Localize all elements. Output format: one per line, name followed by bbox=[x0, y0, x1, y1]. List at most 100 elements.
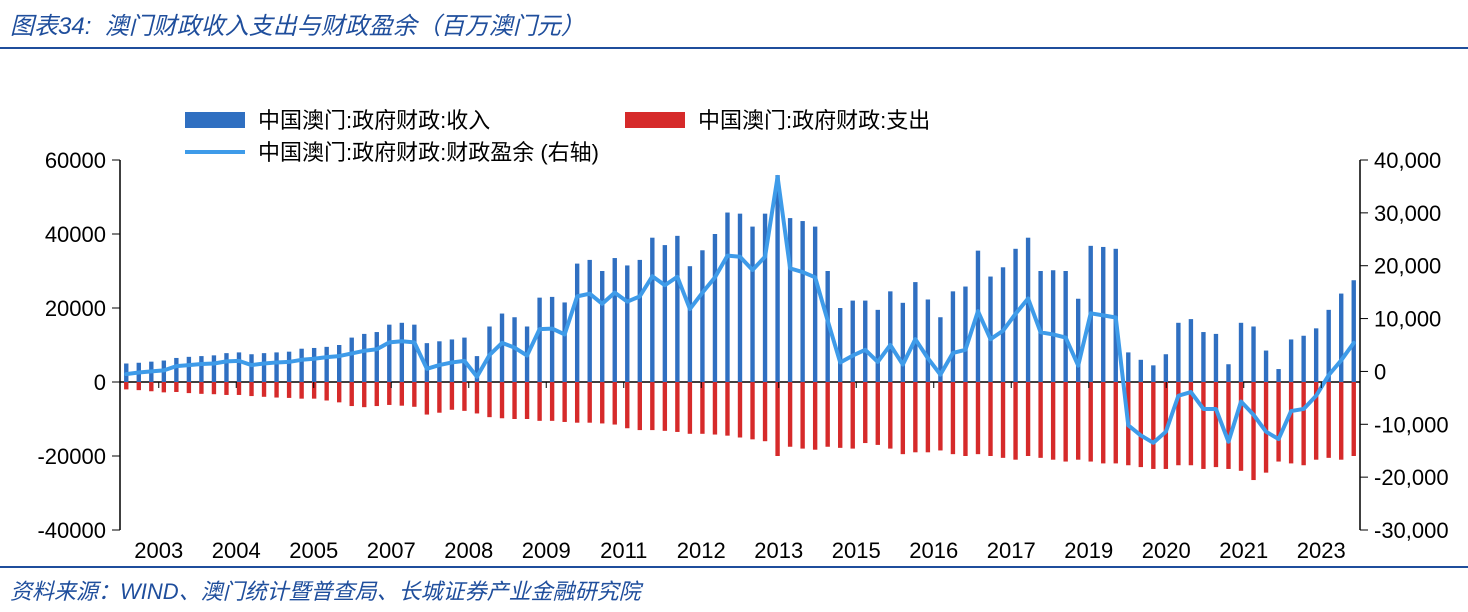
xtick-label: 2023 bbox=[1297, 538, 1346, 563]
bar-expenditure bbox=[838, 382, 842, 448]
bar-revenue bbox=[588, 260, 592, 382]
bar-expenditure bbox=[1201, 382, 1205, 469]
bar-expenditure bbox=[512, 382, 516, 419]
bar-expenditure bbox=[963, 382, 967, 456]
bar-revenue bbox=[324, 347, 328, 382]
bar-expenditure bbox=[437, 382, 441, 413]
bar-expenditure bbox=[851, 382, 855, 449]
bar-revenue bbox=[1063, 271, 1067, 382]
xtick-label: 2012 bbox=[677, 538, 726, 563]
bar-expenditure bbox=[813, 382, 817, 450]
bar-revenue bbox=[901, 303, 905, 382]
bar-expenditure bbox=[638, 382, 642, 430]
bar-expenditure bbox=[1289, 382, 1293, 463]
bar-expenditure bbox=[650, 382, 654, 430]
bar-revenue bbox=[800, 221, 804, 382]
bar-revenue bbox=[1126, 352, 1130, 382]
bar-revenue bbox=[926, 299, 930, 382]
bar-revenue bbox=[1239, 323, 1243, 382]
legend-swatch-expenditure bbox=[625, 112, 685, 128]
bar-expenditure bbox=[1051, 382, 1055, 460]
bar-revenue bbox=[688, 266, 692, 382]
chart-area: 中国澳门:政府财政:收入中国澳门:政府财政:支出中国澳门:政府财政:财政盈余 (… bbox=[0, 50, 1468, 566]
bar-revenue bbox=[224, 353, 228, 382]
bar-revenue bbox=[550, 297, 554, 382]
bar-expenditure bbox=[1101, 382, 1105, 463]
bar-expenditure bbox=[174, 382, 178, 392]
bar-revenue bbox=[725, 213, 729, 382]
ytick-right-label: 0 bbox=[1374, 359, 1386, 384]
bar-expenditure bbox=[362, 382, 366, 407]
bar-expenditure bbox=[1026, 382, 1030, 456]
bar-expenditure bbox=[262, 382, 266, 397]
bar-revenue bbox=[1301, 336, 1305, 382]
bar-expenditure bbox=[1114, 382, 1118, 463]
xtick-label: 2016 bbox=[909, 538, 958, 563]
xtick-label: 2008 bbox=[444, 538, 493, 563]
ytick-right-label: 40,000 bbox=[1374, 148, 1441, 173]
bar-revenue bbox=[638, 260, 642, 382]
bar-revenue bbox=[1314, 328, 1318, 382]
ytick-left-label: 20000 bbox=[45, 296, 106, 321]
xtick-label: 2020 bbox=[1142, 538, 1191, 563]
bar-revenue bbox=[838, 308, 842, 382]
xtick-label: 2004 bbox=[212, 538, 261, 563]
bar-expenditure bbox=[976, 382, 980, 454]
ytick-left-label: -20000 bbox=[37, 444, 106, 469]
bar-expenditure bbox=[1276, 382, 1280, 462]
bar-revenue bbox=[350, 338, 354, 382]
bar-revenue bbox=[537, 298, 541, 382]
bar-expenditure bbox=[675, 382, 679, 432]
bar-expenditure bbox=[613, 382, 617, 425]
bar-expenditure bbox=[1339, 382, 1343, 460]
bar-expenditure bbox=[888, 382, 892, 449]
bar-expenditure bbox=[1038, 382, 1042, 458]
bar-revenue bbox=[1276, 369, 1280, 382]
legend-label-expenditure: 中国澳门:政府财政:支出 bbox=[698, 108, 930, 133]
ytick-right-label: 20,000 bbox=[1374, 254, 1441, 279]
bar-revenue bbox=[876, 310, 880, 382]
bar-expenditure bbox=[562, 382, 566, 422]
bar-revenue bbox=[750, 227, 754, 382]
bar-expenditure bbox=[1226, 382, 1230, 469]
ytick-left-label: 60000 bbox=[45, 148, 106, 173]
bar-expenditure bbox=[550, 382, 554, 421]
bar-expenditure bbox=[663, 382, 667, 431]
bar-revenue bbox=[249, 354, 253, 382]
bar-expenditure bbox=[475, 382, 479, 413]
bar-expenditure bbox=[375, 382, 379, 406]
bar-expenditure bbox=[224, 382, 228, 395]
xtick-label: 2003 bbox=[134, 538, 183, 563]
bar-expenditure bbox=[775, 382, 779, 456]
bar-revenue bbox=[299, 349, 303, 382]
bar-revenue bbox=[813, 227, 817, 382]
legend-label-surplus: 中国澳门:政府财政:财政盈余 (右轴) bbox=[258, 140, 599, 165]
legend-swatch-revenue bbox=[185, 112, 245, 128]
bar-revenue bbox=[963, 287, 967, 382]
bar-expenditure bbox=[337, 382, 341, 402]
title-colon: : bbox=[85, 13, 92, 40]
bar-expenditure bbox=[350, 382, 354, 406]
bar-revenue bbox=[287, 352, 291, 382]
bar-expenditure bbox=[1301, 382, 1305, 465]
bar-revenue bbox=[1289, 339, 1293, 382]
bar-expenditure bbox=[688, 382, 692, 434]
bar-expenditure bbox=[951, 382, 955, 454]
title-text: 澳门财政收入支出与财政盈余（百万澳门元） bbox=[105, 13, 585, 40]
bar-expenditure bbox=[913, 382, 917, 452]
bar-expenditure bbox=[788, 382, 792, 447]
bar-revenue bbox=[400, 323, 404, 382]
bar-revenue bbox=[1264, 351, 1268, 382]
bar-expenditure bbox=[600, 382, 604, 423]
bar-expenditure bbox=[1214, 382, 1218, 467]
bar-expenditure bbox=[525, 382, 529, 419]
ytick-right-label: 10,000 bbox=[1374, 307, 1441, 332]
xtick-label: 2009 bbox=[522, 538, 571, 563]
bar-revenue bbox=[500, 314, 504, 382]
bar-revenue bbox=[1151, 365, 1155, 382]
bar-revenue bbox=[913, 282, 917, 382]
bar-revenue bbox=[1226, 364, 1230, 382]
xtick-label: 2007 bbox=[367, 538, 416, 563]
bar-expenditure bbox=[412, 382, 416, 407]
bar-revenue bbox=[375, 332, 379, 382]
